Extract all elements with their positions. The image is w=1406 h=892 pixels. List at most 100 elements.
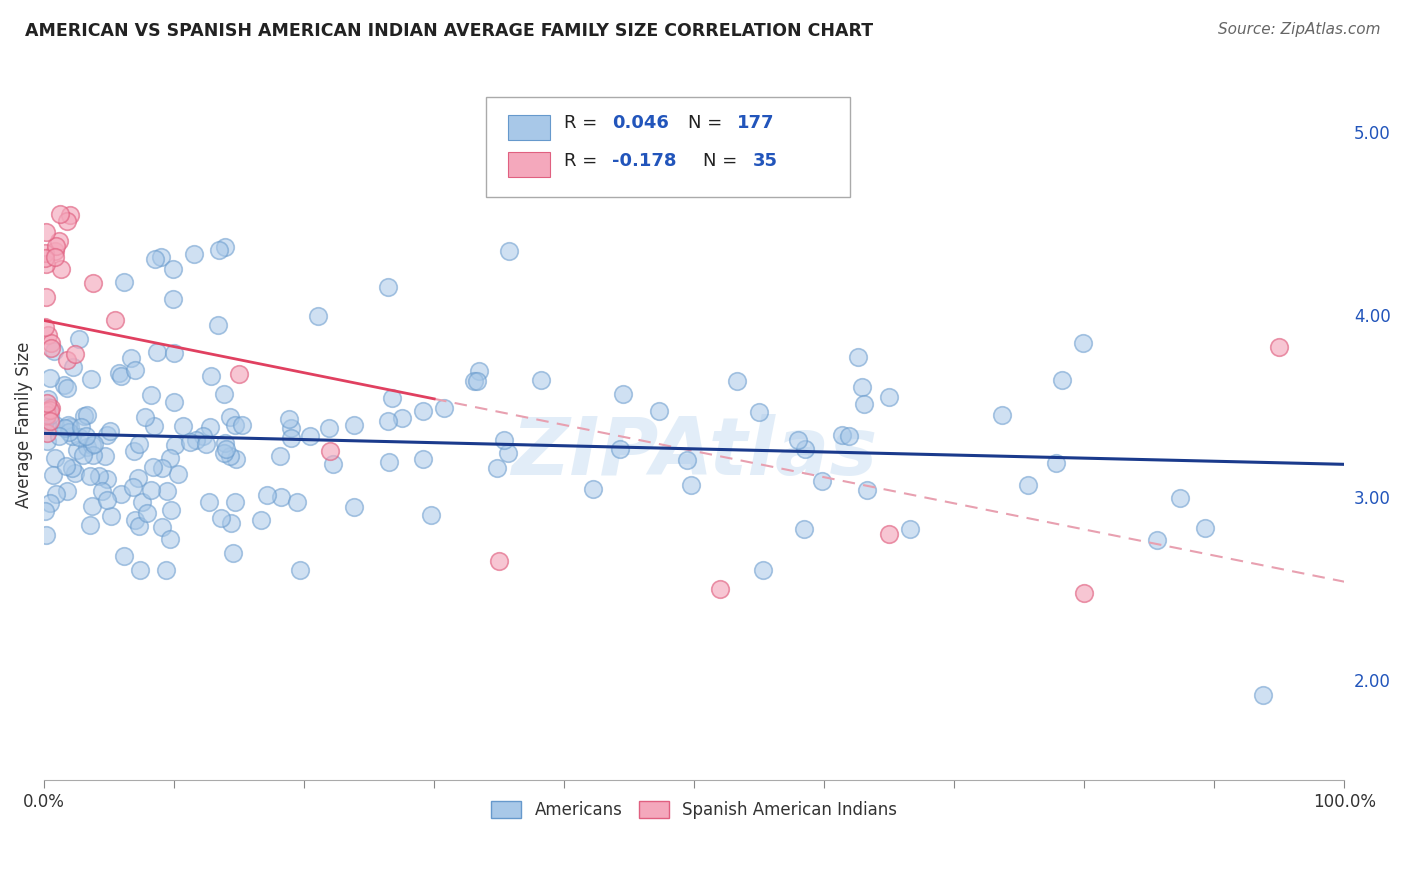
Point [67,430,90,444]
Bar [509,152,550,178]
Point [60,429,83,443]
Point [83,437,105,451]
Point [163,345,186,359]
Point [794,442,817,456]
Point [1146,533,1168,547]
Point [93,449,115,463]
Point [419,508,441,523]
Bar [509,115,550,140]
Point [98,424,121,438]
Point [211,511,233,525]
Point [214,436,236,450]
Point [60,461,83,475]
Point [679,478,702,492]
Point [412,404,434,418]
Point [1017,478,1039,492]
Text: N =: N = [688,114,728,132]
Point [42,468,65,483]
Point [1073,585,1095,599]
Point [159,532,181,546]
Point [34,504,56,518]
Text: ZIPAtlas: ZIPAtlas [512,414,877,491]
Point [35,528,58,542]
Point [208,244,231,258]
Point [851,380,873,394]
Point [73,409,96,423]
Point [37,328,59,343]
Point [195,436,218,450]
Point [280,420,302,434]
Point [70,420,93,434]
Point [172,419,194,434]
Point [838,429,860,443]
Point [582,482,605,496]
Point [1071,336,1094,351]
Point [214,239,236,253]
Point [67,332,90,346]
Point [100,508,122,523]
Point [215,442,238,457]
Point [37,434,59,449]
Point [82,448,104,462]
Point [79,469,101,483]
Point [307,309,329,323]
Point [219,449,242,463]
Point [207,318,229,333]
Point [59,208,82,222]
Point [35,257,58,271]
Text: -0.178: -0.178 [613,152,676,170]
Point [898,522,921,536]
Point [49,207,72,221]
Point [433,401,456,416]
Point [55,420,77,434]
Point [35,417,58,431]
Point [142,460,165,475]
Point [1251,688,1274,702]
Point [96,492,118,507]
Point [37,400,59,414]
Point [221,545,243,559]
Point [163,395,186,409]
Point [44,418,66,433]
Point [463,375,485,389]
Point [134,410,156,425]
Point [108,366,131,380]
Point [319,444,342,458]
Point [163,438,186,452]
Point [219,516,242,531]
Point [492,434,515,448]
Point [42,344,65,359]
Point [55,484,77,499]
Point [96,472,118,486]
Point [186,433,208,447]
Point [44,451,66,466]
Point [212,446,235,460]
Point [56,213,79,227]
Point [41,401,63,416]
Point [35,425,58,440]
Point [280,431,302,445]
Point [853,397,876,411]
Point [63,466,86,480]
Point [249,513,271,527]
Point [55,458,77,473]
Point [76,408,98,422]
Point [212,386,235,401]
Point [848,351,870,365]
Point [56,353,79,368]
Point [129,563,152,577]
Point [381,392,404,406]
Point [35,409,58,423]
Point [378,454,401,468]
Point [343,500,366,514]
Point [488,554,510,568]
Point [231,417,253,432]
Point [80,372,103,386]
Point [37,396,59,410]
Point [377,414,399,428]
Point [270,490,292,504]
Point [87,469,110,483]
Point [56,417,79,432]
Point [377,279,399,293]
Point [318,421,340,435]
